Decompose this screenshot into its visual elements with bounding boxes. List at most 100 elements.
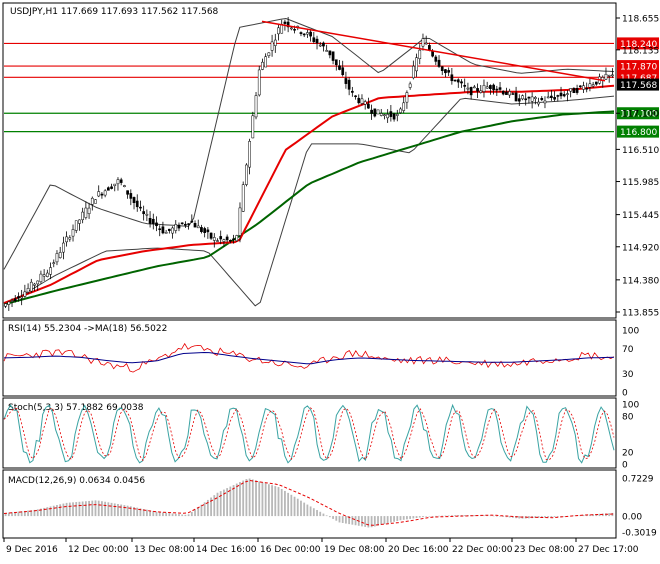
macd-bar [33, 509, 36, 517]
macd-bar [184, 514, 187, 517]
candle-body [209, 232, 213, 239]
stoch-main-line [3, 403, 615, 464]
candle-body [447, 70, 451, 73]
macd-bar [129, 506, 132, 517]
candle-body [334, 59, 338, 66]
macd-bar [206, 499, 209, 517]
macd-bar [216, 492, 219, 517]
macd-bar [348, 516, 351, 525]
candle-body [119, 179, 123, 183]
candle-body [341, 67, 345, 76]
candle-body [463, 84, 467, 87]
candle-body [10, 300, 14, 302]
candle-body [395, 113, 399, 116]
candle-body [562, 94, 566, 97]
candle-body [498, 87, 502, 90]
candle-body [235, 235, 239, 242]
candle-body [553, 97, 556, 100]
candle-body [158, 228, 162, 230]
macd-bar [418, 516, 421, 518]
candle-body [4, 303, 7, 307]
candle-body [52, 262, 56, 264]
macd-bar [434, 515, 437, 517]
candle-body [203, 228, 207, 233]
macd-bar [338, 516, 341, 523]
macd-bar [78, 501, 81, 517]
macd-bar [505, 516, 508, 518]
candle-body [588, 83, 592, 88]
candle-body [453, 79, 457, 82]
candle-body [434, 56, 438, 62]
candle-body [408, 83, 412, 88]
macd-bar [117, 503, 119, 517]
candle-body [306, 32, 309, 35]
candle-body [611, 74, 614, 77]
candle-body [524, 98, 528, 101]
candle-body [87, 207, 91, 214]
current-price-label: 117.568 [620, 81, 657, 91]
level-badge-117.870 [617, 60, 659, 73]
macd-bar [152, 511, 155, 517]
macd-bar [431, 516, 434, 517]
candle-body [132, 197, 136, 204]
macd-bar [162, 512, 164, 517]
candle-body [228, 240, 232, 242]
x-tick-label: 20 Dec 16:00 [388, 545, 449, 555]
macd-bar [383, 516, 386, 525]
candle-body [135, 200, 139, 208]
candle-body [81, 211, 85, 221]
candle-body [370, 109, 373, 114]
candle-body [546, 96, 550, 99]
candle-body [444, 69, 447, 74]
macd-title: MACD(12,26,9) 0.0634 0.0456 [8, 476, 145, 486]
macd-bar [56, 505, 58, 517]
macd-bar [7, 512, 10, 517]
x-tick-label: 9 Dec 2016 [6, 545, 58, 555]
candle-body [225, 236, 229, 241]
macd-bar [251, 479, 254, 517]
y-tick-118.655: 118.655 [622, 15, 659, 25]
macd-bar [59, 504, 62, 517]
candle-body [212, 237, 216, 241]
macd-bar [200, 504, 203, 517]
macd-panel-frame [2, 469, 617, 539]
macd-bar [463, 515, 466, 517]
macd-bar [232, 485, 235, 517]
candle-body [187, 223, 190, 225]
candle-body [505, 91, 508, 95]
candle-body [379, 113, 383, 116]
macd-bar [235, 483, 238, 517]
macd-bar [68, 502, 71, 517]
macd-bar [460, 515, 463, 517]
macd-bar [598, 513, 601, 517]
macd-bar [94, 500, 97, 517]
macd-bar [409, 516, 412, 519]
macd-bar [354, 516, 357, 526]
macd-bar [547, 516, 550, 518]
macd-bar [454, 515, 456, 517]
macd-bar [101, 501, 103, 517]
macd-bar [438, 515, 440, 517]
macd-bar [30, 510, 33, 517]
macd-bar [213, 495, 216, 517]
candle-body [62, 242, 65, 253]
macd-bar [190, 511, 193, 517]
candle-body [245, 164, 248, 185]
macd-bar [483, 515, 485, 517]
macd-bar [223, 489, 225, 517]
macd-bar [296, 498, 299, 517]
candle-body [533, 97, 537, 100]
macd-bar [528, 516, 530, 519]
macd-bar [601, 513, 604, 517]
candle-body [511, 93, 515, 95]
macd-bar [450, 515, 453, 517]
candle-body [575, 88, 579, 93]
macd-bar [145, 509, 148, 517]
candle-body [585, 87, 589, 90]
macd-bar [81, 501, 84, 517]
candle-body [190, 220, 194, 223]
macd-bar [502, 516, 505, 517]
macd-bar [473, 515, 476, 517]
candle-body [607, 74, 611, 77]
